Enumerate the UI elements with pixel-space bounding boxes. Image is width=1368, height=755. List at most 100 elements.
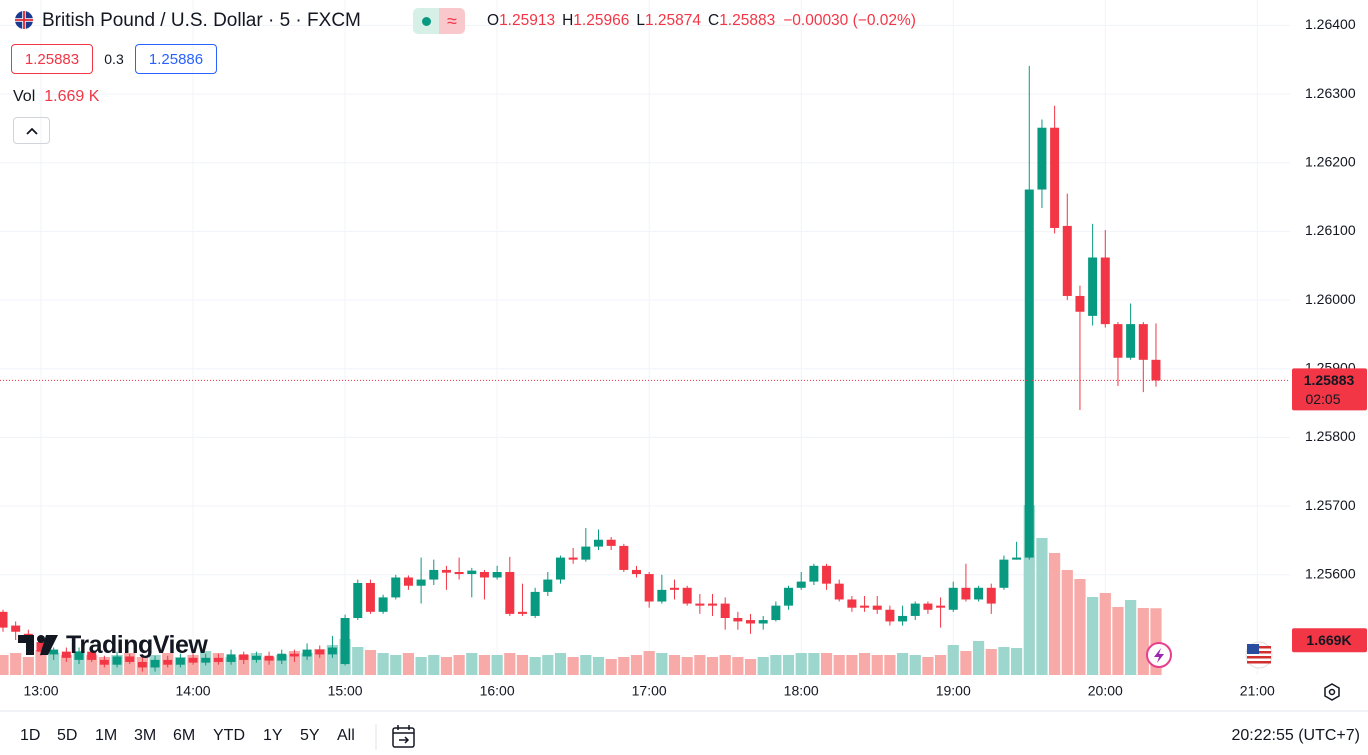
us-stripe: [1247, 656, 1271, 659]
candle-body: [822, 565, 832, 584]
candle-body: [1126, 324, 1136, 358]
candle-body: [733, 618, 743, 622]
range-button[interactable]: 5D: [57, 727, 78, 744]
volume-bar: [314, 649, 326, 675]
market-open-badge[interactable]: [413, 8, 439, 34]
volume-bar: [656, 653, 668, 675]
y-tick-label: 1.26100: [1305, 222, 1356, 238]
date-range-button[interactable]: [390, 722, 418, 752]
volume-bar: [428, 655, 440, 675]
volume-bar: [453, 655, 465, 675]
y-tick-label: 1.26200: [1305, 153, 1356, 169]
candle-body: [530, 591, 540, 616]
volume-bar: [187, 655, 199, 675]
clock[interactable]: 20:22:55 (UTC+7): [1231, 727, 1360, 744]
candle-body: [1138, 324, 1148, 360]
candle-body: [1062, 225, 1072, 296]
candle-body: [150, 659, 160, 668]
candle-body: [860, 605, 870, 608]
x-tick-label: 14:00: [176, 683, 211, 699]
volume-bar: [694, 655, 706, 675]
candle-body: [923, 603, 933, 610]
range-button[interactable]: 6M: [173, 727, 196, 744]
countdown-label: 02:05: [1305, 391, 1340, 407]
buy-button[interactable]: 1.25886: [135, 44, 217, 74]
o-value: 1.25913: [499, 12, 556, 29]
h-value: 1.25966: [573, 12, 630, 29]
candle-body: [784, 587, 794, 606]
candle-body: [1100, 257, 1110, 325]
candle-body: [670, 587, 680, 590]
volume-label-box: [1292, 628, 1367, 653]
candle-body: [910, 603, 920, 616]
volume-bar: [86, 655, 98, 675]
candle-body: [1113, 324, 1123, 358]
candle-body: [898, 615, 908, 622]
candle-body: [49, 649, 59, 655]
candle-body: [885, 609, 895, 622]
volume-bar: [618, 657, 630, 675]
volume-bar: [719, 655, 731, 675]
last-price-label: 1.25883: [1304, 372, 1355, 388]
volume-bar: [795, 653, 807, 675]
candle-body: [847, 599, 857, 608]
ohlc-legend: O 1.25913 H 1.25966 L 1.25874 C 1.25883 −0.0…: [487, 8, 916, 34]
x-tick-label: 16:00: [480, 683, 515, 699]
volume-bar: [1150, 608, 1162, 675]
volume-bar: [884, 655, 896, 675]
candle-body: [340, 618, 350, 665]
volume-bar: [478, 655, 491, 675]
volume-bar: [858, 653, 871, 675]
volume-bar: [820, 653, 833, 675]
range-button[interactable]: All: [337, 727, 355, 744]
volume-bar: [1137, 608, 1149, 675]
candle-body: [492, 571, 502, 578]
logo-icon: [18, 635, 58, 655]
trade-row: 1.25883 0.3 1.25886: [11, 44, 217, 74]
collapse-button[interactable]: [13, 117, 50, 144]
spread: 0.3: [104, 51, 124, 67]
candle-body: [365, 582, 375, 612]
settings-icon: [1324, 683, 1340, 701]
candle-body: [936, 605, 946, 608]
status-badges: ≈: [413, 8, 465, 34]
range-button[interactable]: 3M: [134, 727, 157, 744]
candle-body: [1037, 127, 1047, 190]
symbol-title[interactable]: British Pound / U.S. Dollar · 5 · FXCM: [42, 10, 361, 31]
volume-bar: [770, 655, 782, 675]
volume-bar: [846, 655, 858, 675]
candle-body: [999, 559, 1009, 588]
volume-bar: [48, 653, 60, 675]
candle-body: [112, 656, 122, 665]
range-button[interactable]: 1D: [20, 727, 41, 744]
volume-bar: [668, 655, 681, 675]
bolt: [1154, 648, 1164, 663]
range-button[interactable]: 1M: [95, 727, 118, 744]
delayed-badge[interactable]: ≈: [439, 8, 465, 34]
candle-body: [175, 657, 185, 665]
candle-body: [1151, 359, 1161, 381]
volume-bar: [516, 655, 529, 675]
candle-body: [87, 651, 97, 660]
candle-body: [213, 657, 223, 662]
candle-body: [606, 539, 616, 546]
vol-value: 1.669 K: [44, 88, 100, 105]
range-button[interactable]: 5Y: [300, 727, 320, 744]
volume-bar: [60, 655, 72, 675]
sell-button[interactable]: 1.25883: [11, 44, 93, 74]
volume-axis-label: 1.669K: [1306, 632, 1351, 648]
y-tick-label: 1.25600: [1305, 565, 1356, 581]
volume-bar: [377, 653, 389, 675]
range-button[interactable]: YTD: [213, 727, 245, 744]
volume-bar: [22, 657, 34, 675]
candle-body: [746, 620, 756, 624]
volume-bar: [605, 659, 617, 675]
range-button[interactable]: 1Y: [263, 727, 283, 744]
candle-body: [441, 569, 451, 573]
y-tick-label: 1.26000: [1305, 291, 1356, 307]
candle-body: [809, 565, 819, 582]
volume-bar: [1087, 597, 1099, 675]
vol-label: Vol: [13, 88, 36, 105]
volume-bar: [681, 657, 693, 675]
